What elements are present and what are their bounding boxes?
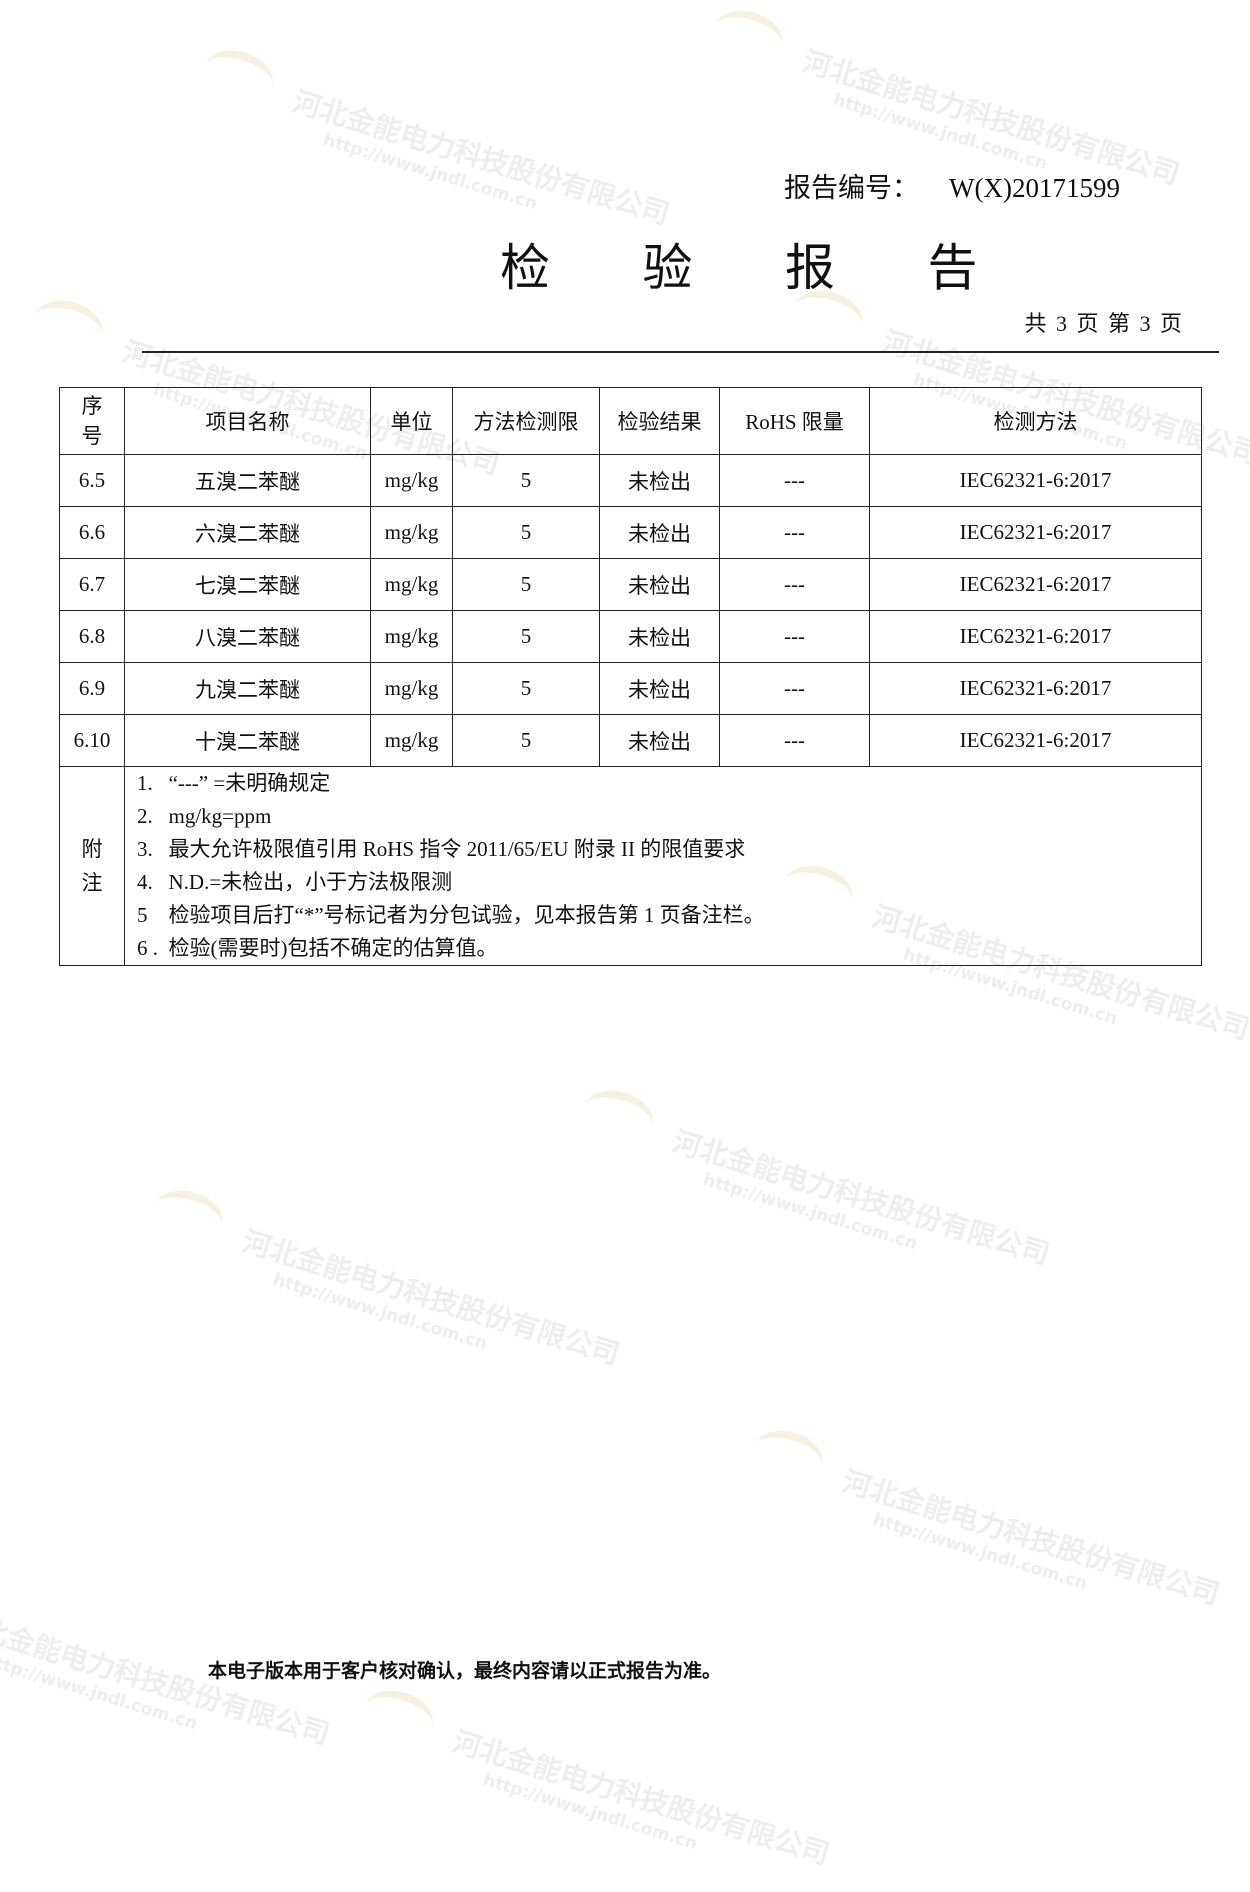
table-cell: 未检出	[599, 558, 720, 611]
table-cell: mg/kg	[370, 506, 453, 559]
watermark: 河北金能电力科技股份有限公司 http://www.jndl.com.cn	[358, 1682, 834, 1892]
table-cell: mg/kg	[370, 558, 453, 611]
table-cell: 未检出	[599, 662, 720, 715]
column-header: 序 号	[59, 387, 125, 455]
table-row: 6.6 六溴二苯醚 mg/kg 5 未检出 --- IEC62321-6:2017	[59, 506, 1202, 559]
column-header: 项目名称	[124, 387, 371, 455]
table-cell: IEC62321-6:2017	[869, 558, 1202, 611]
table-cell: IEC62321-6:2017	[869, 714, 1202, 767]
watermark-logo-icon	[748, 1422, 830, 1490]
watermark-url: http://www.jndl.com.cn	[700, 1169, 920, 1255]
table-cell: 未检出	[599, 506, 720, 559]
report-number: 报告编号： W(X)20171599	[784, 166, 1120, 205]
watermark: 河北金能电力科技股份有限公司 http://www.jndl.com.cn	[148, 1182, 624, 1392]
table-cell: 九溴二苯醚	[124, 662, 371, 715]
results-table: 序 号项目名称 单位 方法检测限 检验结果 RoHS 限量 检测方法 6.5 五溴二苯醚 mg…	[59, 387, 1202, 966]
document-title: 检 验 报 告	[500, 240, 1018, 296]
table-cell: 5	[452, 714, 600, 767]
table-cell: ---	[719, 558, 870, 611]
table-cell: 未检出	[599, 610, 720, 663]
watermark-logo-icon	[198, 42, 280, 110]
watermark-url: http://www.jndl.com.cn	[870, 1509, 1090, 1595]
column-header: 检验结果	[599, 387, 720, 455]
report-number-label: 报告编号：	[784, 173, 919, 203]
table-cell: ---	[719, 714, 870, 767]
watermark-company: 河北金能电力科技股份有限公司	[288, 84, 674, 231]
note-item: 1. “---” =未明确规定	[137, 771, 331, 795]
table-cell: ---	[719, 662, 870, 715]
notes-label: 附 注	[59, 766, 125, 966]
table-cell: 5	[452, 454, 600, 507]
column-header: 单位	[370, 387, 453, 455]
table-cell: IEC62321-6:2017	[869, 454, 1202, 507]
note-item: 5 检验项目后打“*”号标记者为分包试验，见本报告第 1 页备注栏。	[137, 903, 765, 927]
table-header-row: 序 号项目名称 单位 方法检测限 检验结果 RoHS 限量 检测方法	[59, 387, 1202, 455]
column-header: 检测方法	[869, 387, 1202, 455]
table-row: 6.9 九溴二苯醚 mg/kg 5 未检出 --- IEC62321-6:2017	[59, 662, 1202, 715]
table-row: 6.8 八溴二苯醚 mg/kg 5 未检出 --- IEC62321-6:2017	[59, 610, 1202, 663]
table-cell: 6.5	[59, 454, 125, 507]
watermark: 河北金能电力科技股份有限公司 http://www.jndl.com.cn	[198, 42, 674, 252]
table-cell: 六溴二苯醚	[124, 506, 371, 559]
table-cell: 未检出	[599, 454, 720, 507]
report-number-value: W(X)20171599	[949, 173, 1120, 203]
table-cell: mg/kg	[370, 714, 453, 767]
table-cell: 5	[452, 610, 600, 663]
watermark-logo-icon	[148, 1182, 230, 1250]
table-cell: 未检出	[599, 714, 720, 767]
table-cell: 5	[452, 662, 600, 715]
table-cell: IEC62321-6:2017	[869, 610, 1202, 663]
watermark-company: 河北金能电力科技股份有限公司	[448, 1724, 834, 1871]
table-cell: 6.10	[59, 714, 125, 767]
table-cell: mg/kg	[370, 454, 453, 507]
watermark: 河北金能电力科技股份有限公司 http://www.jndl.com.cn	[0, 1600, 335, 1772]
column-header: RoHS 限量	[719, 387, 870, 455]
table-cell: 6.6	[59, 506, 125, 559]
table-cell: 6.9	[59, 662, 125, 715]
table-row: 6.7 七溴二苯醚 mg/kg 5 未检出 --- IEC62321-6:2017	[59, 558, 1202, 611]
table-cell: ---	[719, 506, 870, 559]
table-cell: 6.8	[59, 610, 125, 663]
column-header: 方法检测限	[452, 387, 600, 455]
watermark-logo-icon	[708, 2, 790, 70]
table-row: 6.10 十溴二苯醚 mg/kg 5 未检出 --- IEC62321-6:2017	[59, 714, 1202, 767]
watermark-logo-icon	[358, 1682, 440, 1750]
table-cell: ---	[719, 454, 870, 507]
table-cell: 七溴二苯醚	[124, 558, 371, 611]
footer-disclaimer: 本电子版本用于客户核对确认，最终内容请以正式报告为准。	[208, 1660, 722, 1682]
watermark-url: http://www.jndl.com.cn	[480, 1769, 700, 1855]
watermark: 河北金能电力科技股份有限公司 http://www.jndl.com.cn	[578, 1082, 1054, 1292]
table-cell: ---	[719, 610, 870, 663]
note-item: 6 . 检验(需要时)包括不确定的估算值。	[137, 936, 498, 960]
watermark-logo-icon	[578, 1082, 660, 1150]
table-cell: 5	[452, 558, 600, 611]
note-item: 4. N.D.=未检出，小于方法极限测	[137, 870, 453, 894]
table-cell: 五溴二苯醚	[124, 454, 371, 507]
page-count: 共 3 页 第 3 页	[1024, 311, 1182, 336]
table-cell: 6.7	[59, 558, 125, 611]
table-cell: mg/kg	[370, 610, 453, 663]
table-cell: IEC62321-6:2017	[869, 662, 1202, 715]
watermark-url: http://www.jndl.com.cn	[270, 1269, 490, 1355]
note-item: 3. 最大允许极限值引用 RoHS 指令 2011/65/EU 附录 II 的限…	[137, 837, 746, 861]
watermark: 河北金能电力科技股份有限公司 http://www.jndl.com.cn	[748, 1422, 1224, 1632]
table-cell: IEC62321-6:2017	[869, 506, 1202, 559]
table-cell: 5	[452, 506, 600, 559]
table-cell: mg/kg	[370, 662, 453, 715]
table-row: 6.5 五溴二苯醚 mg/kg 5 未检出 --- IEC62321-6:2017	[59, 454, 1202, 507]
watermark-company: 河北金能电力科技股份有限公司	[838, 1464, 1224, 1611]
watermark-logo-icon	[28, 292, 110, 360]
notes-list: 1. “---” =未明确规定 2. mg/kg=ppm 3. 最大允许极限值引用 …	[124, 766, 1202, 966]
header-divider	[142, 351, 1219, 353]
note-item: 2. mg/kg=ppm	[137, 804, 272, 828]
watermark-company: 河北金能电力科技股份有限公司	[238, 1224, 624, 1371]
watermark-company: 河北金能电力科技股份有限公司	[668, 1124, 1054, 1271]
notes-row: 附 注 1. “---” =未明确规定 2. mg/kg=ppm 3. 最大允许极限值…	[59, 766, 1202, 966]
table-cell: 十溴二苯醚	[124, 714, 371, 767]
table-cell: 八溴二苯醚	[124, 610, 371, 663]
